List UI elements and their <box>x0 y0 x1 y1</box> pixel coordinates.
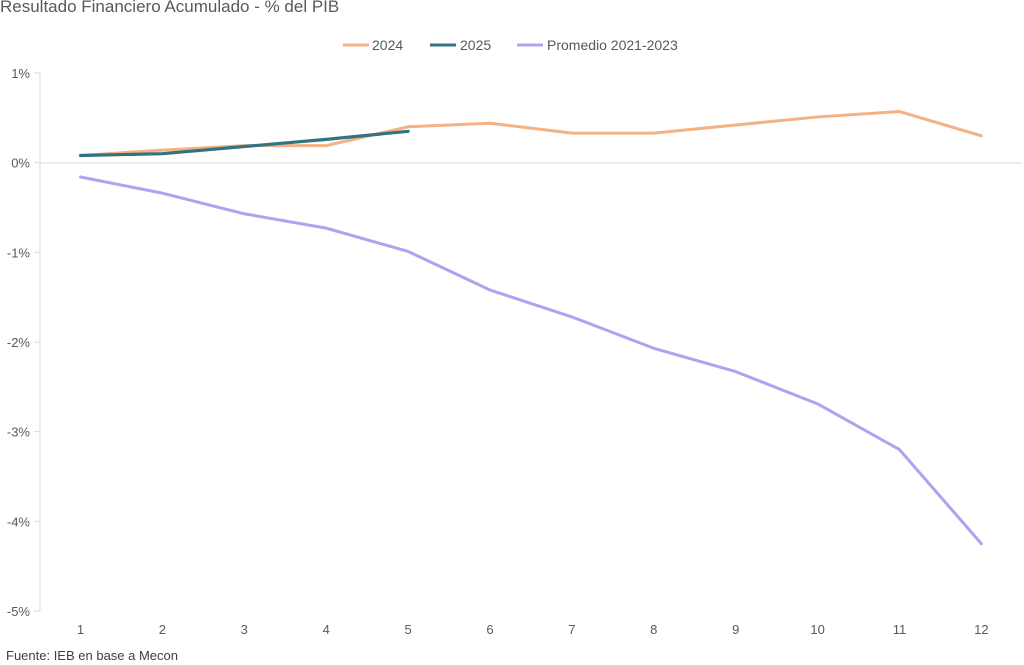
x-tick-label: 1 <box>77 622 84 637</box>
y-tick-label: -5% <box>7 604 31 619</box>
x-tick-label: 5 <box>404 622 411 637</box>
legend-label: 2024 <box>372 37 403 53</box>
x-tick-label: 6 <box>486 622 493 637</box>
legend-label: Promedio 2021-2023 <box>547 37 678 53</box>
legend-label: 2025 <box>460 37 491 53</box>
x-tick-label: 12 <box>974 622 988 637</box>
x-tick-label: 10 <box>810 622 824 637</box>
x-ticks: 1 2 3 4 5 6 7 8 9 10 11 12 <box>77 622 989 637</box>
x-tick-label: 7 <box>568 622 575 637</box>
series-line-2025 <box>78 129 410 158</box>
y-tick-label: -1% <box>7 245 31 260</box>
y-tick-label: -4% <box>7 514 31 529</box>
x-tick-label: 4 <box>323 622 330 637</box>
axes <box>39 73 1022 611</box>
x-tick-label: 11 <box>893 622 907 637</box>
y-tick-label: 1% <box>11 66 30 81</box>
x-tick-label: 9 <box>732 622 739 637</box>
x-tick-label: 8 <box>650 622 657 637</box>
x-tick-label: 2 <box>159 622 166 637</box>
chart-title: Resultado Financiero Acumulado - % del P… <box>0 0 340 16</box>
y-tick-label: 0% <box>11 156 30 171</box>
y-tick-label: -3% <box>7 425 31 440</box>
series-line-promedio-2021-2023 <box>79 175 983 546</box>
y-ticks: 1% 0% -1% -2% -3% -4% -5% <box>7 66 40 619</box>
source-note: Fuente: IEB en base a Mecon <box>6 648 178 663</box>
series-lines <box>78 110 983 546</box>
x-tick-label: 3 <box>241 622 248 637</box>
y-tick-label: -2% <box>7 335 31 350</box>
legend: 2024 2025 Promedio 2021-2023 <box>343 37 678 53</box>
